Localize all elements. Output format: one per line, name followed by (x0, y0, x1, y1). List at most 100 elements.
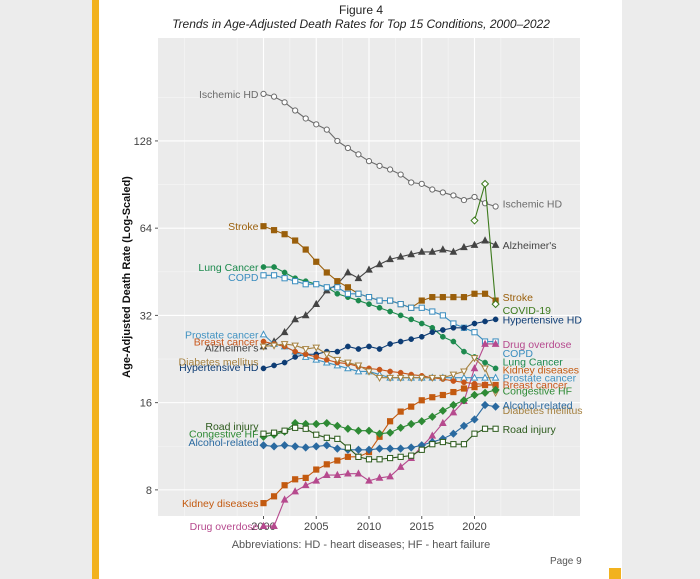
series-end-label: COPD (503, 348, 534, 360)
data-point (470, 390, 479, 400)
data-point (387, 454, 394, 462)
data-point (428, 247, 437, 255)
data-point (492, 316, 499, 323)
data-point (292, 424, 299, 431)
data-point (470, 355, 479, 363)
data-point (344, 453, 352, 460)
data-point (418, 397, 425, 404)
series-end-label: Kidney diseases (503, 365, 579, 377)
data-point (397, 369, 404, 376)
axes: 200020052010201520208163264128 (134, 136, 487, 533)
data-point (491, 240, 500, 248)
page-number: Page 9 (550, 556, 582, 567)
series-end-label: Alzheimer's (503, 240, 557, 252)
series-end-label: Breast cancer (503, 379, 568, 391)
data-point (408, 316, 415, 323)
data-point (259, 343, 268, 351)
series-start-label: Alcohol-related (188, 437, 258, 449)
data-point (270, 429, 278, 436)
data-point (418, 333, 425, 340)
data-point (387, 166, 394, 173)
data-point (355, 453, 362, 460)
data-point (481, 365, 489, 373)
data-point (260, 223, 267, 230)
data-point (281, 231, 288, 238)
series-copd (260, 272, 499, 345)
data-point (280, 327, 289, 336)
data-point (344, 444, 352, 451)
series-diabetes-mellitus (259, 341, 500, 398)
data-point (260, 90, 267, 97)
data-point (397, 408, 404, 415)
data-point (418, 297, 425, 304)
data-point (397, 453, 404, 460)
data-point (323, 269, 330, 276)
data-point (449, 371, 458, 379)
data-point (334, 278, 341, 285)
data-point (291, 315, 299, 323)
data-point (407, 419, 416, 429)
data-point (313, 258, 320, 265)
data-point (376, 304, 383, 311)
data-point (323, 461, 330, 468)
data-point (429, 441, 436, 448)
data-point (461, 348, 467, 355)
data-point (354, 426, 363, 435)
data-point (291, 487, 299, 495)
data-point (417, 417, 426, 426)
series-lung-cancer (260, 264, 499, 372)
left-accent-bar (92, 0, 99, 579)
data-point (280, 441, 289, 450)
series-covid-19 (470, 179, 500, 309)
data-point (333, 356, 342, 364)
data-point (470, 216, 479, 225)
data-point (292, 476, 299, 483)
data-point (387, 297, 394, 304)
line-chart: 200020052010201520208163264128 Age-Adjus… (121, 38, 583, 533)
data-point (429, 294, 436, 301)
data-point (471, 380, 478, 387)
data-point (344, 268, 352, 276)
data-point (364, 426, 374, 435)
series-start-label: Breast cancer (194, 337, 259, 349)
data-point (343, 424, 353, 433)
data-point (386, 472, 394, 480)
data-point (460, 294, 468, 301)
series-start-label: Ischemic HD (199, 89, 259, 101)
data-point (376, 346, 383, 352)
data-point (418, 180, 425, 187)
data-point (302, 281, 309, 288)
data-point (482, 381, 488, 388)
data-point (375, 260, 384, 268)
y-tick-label: 128 (134, 136, 152, 148)
data-point (439, 189, 446, 196)
data-point (407, 250, 416, 258)
data-point (270, 227, 278, 234)
data-point (471, 329, 478, 336)
data-point (439, 294, 446, 301)
data-point (271, 264, 277, 270)
data-point (417, 247, 426, 255)
data-point (366, 301, 372, 307)
data-point (260, 430, 267, 437)
data-point (365, 456, 373, 463)
data-point (417, 374, 426, 382)
data-point (322, 351, 331, 359)
data-point (491, 373, 500, 381)
data-point (259, 521, 268, 529)
data-point (281, 275, 288, 282)
data-point (260, 272, 267, 279)
y-axis-label: Age-Adjusted Death Rate (Log-Scaled) (121, 176, 133, 378)
data-point (322, 441, 331, 450)
data-point (387, 418, 394, 425)
data-point (460, 441, 468, 448)
data-point (334, 457, 341, 464)
data-point (355, 297, 362, 304)
data-point (386, 374, 394, 382)
data-point (365, 158, 373, 165)
data-point (302, 115, 309, 122)
data-point (459, 421, 469, 431)
data-point (397, 171, 404, 178)
data-point (385, 444, 395, 453)
data-point (281, 269, 288, 276)
